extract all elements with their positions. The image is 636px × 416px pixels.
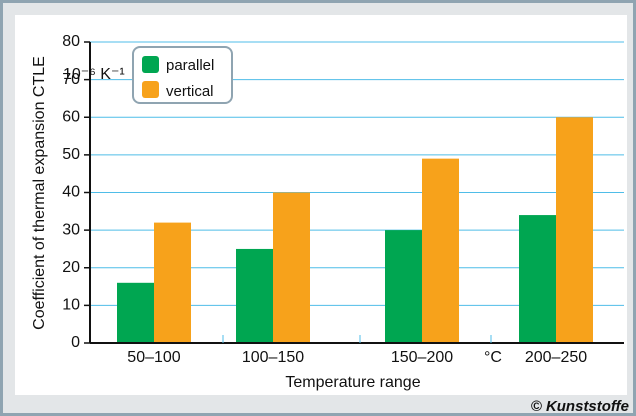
bar-parallel-1 [236,248,273,343]
x-tick-label-2: 150–200 [391,349,453,366]
legend: parallel vertical [132,46,233,104]
bar-vertical-0 [154,222,191,343]
axes-layer [84,41,624,344]
y-tick-label-7: 70 [62,71,80,88]
x-tick-label-3: 200–250 [525,349,587,366]
y-tick-label-4: 40 [62,184,80,201]
x-axis-unit: °C [484,349,502,366]
bar-vertical-1 [273,192,310,343]
x-axis-title: Temperature range [285,374,420,391]
y-tick-label-8: 80 [62,33,80,50]
bar-vertical-3 [556,117,593,343]
y-tick-label-5: 50 [62,146,80,163]
legend-label-parallel: parallel [166,57,214,74]
bar-chart: 0 10 20 30 40 50 60 70 80 50–100 100–150 150–200 200… [31,33,629,415]
credit-text: © Kunststoffe [531,398,629,415]
bar-parallel-3 [519,215,556,343]
bar-parallel-2 [385,230,422,343]
y-tick-label-1: 10 [62,297,80,314]
y-tick-label-0: 0 [71,334,80,351]
y-axis-title: Coefficient of thermal expansion CTLE [31,56,48,330]
y-tick-label-3: 30 [62,221,80,238]
bar-vertical-2 [422,158,459,343]
y-tick-label-2: 20 [62,259,80,276]
y-axis-unit: 10⁻⁶ K⁻¹ [63,66,125,83]
x-tick-label-1: 100–150 [242,349,304,366]
text-layer: 0 10 20 30 40 50 60 70 80 50–100 100–150 150–200 200… [62,33,587,366]
bars-layer [117,117,593,343]
legend-swatch-parallel [142,56,159,73]
x-tick-label-0: 50–100 [127,349,180,366]
bar-parallel-0 [117,282,154,343]
legend-label-vertical: vertical [166,83,214,100]
legend-swatch-vertical [142,81,159,98]
y-tick-label-6: 60 [62,108,80,125]
